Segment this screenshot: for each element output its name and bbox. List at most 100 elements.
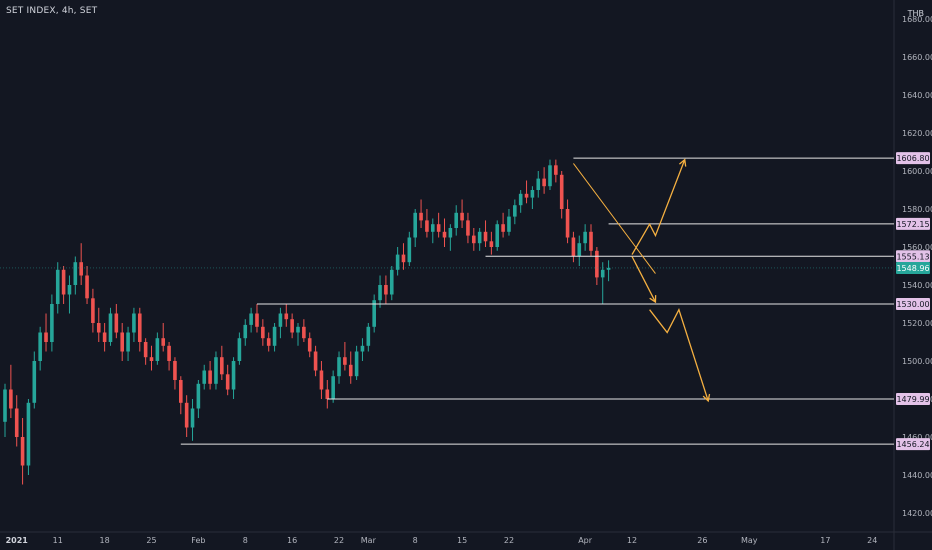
time-tick-label: 18 xyxy=(100,536,110,545)
arrow-path xyxy=(631,256,657,303)
candle-body xyxy=(536,178,541,190)
time-tick-label: 8 xyxy=(243,536,248,545)
candle-body xyxy=(132,313,136,333)
price-label-bg xyxy=(896,438,930,451)
candle xyxy=(571,231,576,263)
candle xyxy=(167,342,171,371)
candle xyxy=(536,171,541,198)
level-price-tag: 1456.24 xyxy=(896,438,930,451)
candle-body xyxy=(243,324,248,339)
candle-body xyxy=(278,313,283,327)
candle xyxy=(26,399,31,475)
candle xyxy=(395,247,400,276)
time-tick-label: 2021 xyxy=(6,536,29,545)
candle-body xyxy=(225,374,230,390)
price-label-bg xyxy=(896,393,930,406)
candle xyxy=(319,361,324,399)
price-label-bg xyxy=(896,250,930,263)
candle xyxy=(413,209,417,247)
candle xyxy=(85,266,89,304)
candle-body xyxy=(448,228,453,238)
price-tick-label: 1560.00 xyxy=(902,243,932,252)
time-axis[interactable]: 2021 11 18 25 Feb 8 16 22 Mar 8 15 22 Apr 12 26 May 17 24 xyxy=(0,531,932,545)
candle-body xyxy=(565,209,570,238)
horizontal-levels xyxy=(0,157,894,445)
candle-body xyxy=(272,326,277,346)
candle xyxy=(214,351,218,390)
candle xyxy=(343,342,347,371)
candle-body xyxy=(161,338,166,346)
price-tick-label: 1540.00 xyxy=(902,281,932,290)
candles xyxy=(3,159,611,485)
candle-body xyxy=(524,193,529,198)
candle xyxy=(337,351,341,384)
candle-body xyxy=(284,313,289,320)
price-label-text: 1530.00 xyxy=(896,300,929,309)
candle-body xyxy=(26,402,31,466)
price-label-text: 1572.15 xyxy=(896,220,929,229)
candle-body xyxy=(395,254,400,270)
candle xyxy=(354,345,359,380)
candle-body xyxy=(477,231,482,244)
candle-body xyxy=(202,370,207,384)
candle-body xyxy=(44,332,48,342)
candle-body xyxy=(302,326,306,339)
candle xyxy=(348,351,353,384)
price-tick-label: 1600.00 xyxy=(902,167,932,176)
candle-body xyxy=(337,357,341,377)
price-axis[interactable]: 1420.001440.001460.001480.001500.001520.… xyxy=(893,0,932,550)
candle xyxy=(378,275,382,308)
candle-body xyxy=(231,361,236,390)
candle xyxy=(91,288,95,333)
candle-body xyxy=(354,351,359,377)
candle-body xyxy=(366,326,371,346)
candle-body xyxy=(331,376,335,399)
arrow-head xyxy=(649,295,657,304)
candle xyxy=(565,199,570,244)
candle xyxy=(313,345,318,377)
candle xyxy=(595,247,599,285)
candle-body xyxy=(20,437,25,466)
candle xyxy=(548,159,552,190)
candle xyxy=(513,199,517,225)
arrow-path xyxy=(649,308,709,402)
candle xyxy=(67,275,72,314)
candle-body xyxy=(401,254,406,263)
candle xyxy=(143,338,148,365)
candle xyxy=(524,180,529,204)
candle xyxy=(55,262,60,314)
candle-body xyxy=(208,370,212,384)
candle xyxy=(108,307,113,346)
projection-down-short-arrow xyxy=(631,256,657,304)
candle-body xyxy=(313,351,318,371)
candle xyxy=(466,212,470,244)
candle xyxy=(272,323,277,352)
drawings xyxy=(573,158,711,403)
candle xyxy=(9,364,13,418)
candle xyxy=(225,364,230,396)
candle xyxy=(132,307,136,342)
candle-body xyxy=(179,380,183,403)
candle xyxy=(307,332,312,358)
candle-body xyxy=(296,326,300,333)
candle xyxy=(32,351,37,409)
candle xyxy=(589,224,593,257)
candle xyxy=(559,171,564,219)
candle xyxy=(114,304,119,339)
candle xyxy=(155,332,160,365)
price-label-text: 1606.80 xyxy=(896,154,929,163)
candle-body xyxy=(325,389,330,399)
candle-body xyxy=(606,267,611,270)
candle xyxy=(542,167,546,194)
candle-body xyxy=(518,193,523,206)
candle-body xyxy=(120,332,124,352)
candle-body xyxy=(108,313,113,342)
candle-body xyxy=(155,338,160,361)
candle-body xyxy=(32,361,37,403)
candle-body xyxy=(96,323,101,333)
candle-body xyxy=(196,383,201,409)
price-label-text: 1479.99 xyxy=(896,395,929,404)
candle-body xyxy=(430,224,435,232)
candle xyxy=(448,224,453,251)
